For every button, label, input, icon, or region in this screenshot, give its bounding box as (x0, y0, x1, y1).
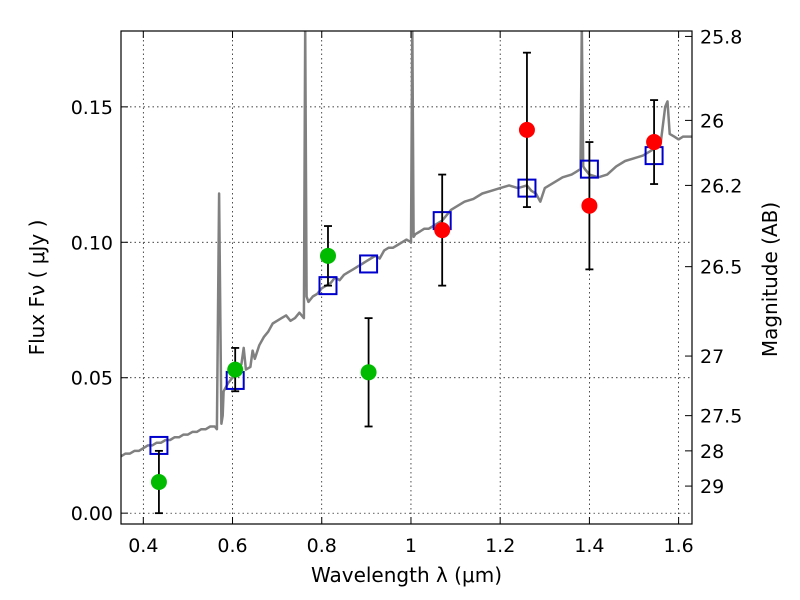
axis-ticks: 0.4 0.6 0.8 1 1.2 1.4 1.6 0.00 0.05 0.10 0.15 25.8 2… (71, 26, 743, 557)
plot-area (121, 31, 692, 515)
observed-flux-point (646, 134, 663, 151)
x-tick-label: 0.4 (128, 535, 158, 557)
y-tick-label: 0.10 (71, 232, 113, 254)
x-tick-label: 0.8 (307, 535, 337, 557)
y2-tick-label: 27 (700, 346, 724, 368)
observed-flux-point (434, 222, 451, 239)
y2-tick-label: 25.8 (700, 26, 742, 48)
y-tick-label: 0.05 (71, 368, 113, 390)
y-axis-title: Flux Fν ( μJy ) (25, 220, 49, 356)
x-axis-title: Wavelength λ (μm) (311, 563, 502, 587)
observed-flux-point (518, 121, 535, 138)
spectrum-line (121, 31, 692, 458)
y2-tick-label: 28 (700, 441, 724, 463)
y2-tick-label: 27.5 (700, 406, 742, 428)
plot-frame (120, 30, 693, 525)
y2-tick-label: 26.5 (700, 257, 742, 279)
observed-flux-point (581, 197, 598, 214)
x-tick-label: 0.6 (217, 535, 247, 557)
y-tick-label: 0.15 (71, 97, 113, 119)
y2-tick-label: 29 (700, 476, 724, 498)
x-tick-label: 1 (405, 535, 417, 557)
model-flux-square (359, 254, 379, 274)
y2-tick-label: 26.2 (700, 175, 742, 197)
x-tick-label: 1.4 (574, 535, 604, 557)
x-tick-label: 1.6 (664, 535, 694, 557)
observed-flux-point (319, 247, 336, 264)
observed-flux-point (150, 474, 167, 491)
x-tick-label: 1.2 (485, 535, 515, 557)
y2-axis-title: Magnitude (AB) (758, 202, 782, 357)
observed-flux-point (360, 364, 377, 381)
y2-tick-label: 26 (700, 110, 724, 132)
observed-flux-point (227, 361, 244, 378)
y-tick-label: 0.00 (71, 503, 113, 525)
grid-lines (121, 31, 692, 524)
